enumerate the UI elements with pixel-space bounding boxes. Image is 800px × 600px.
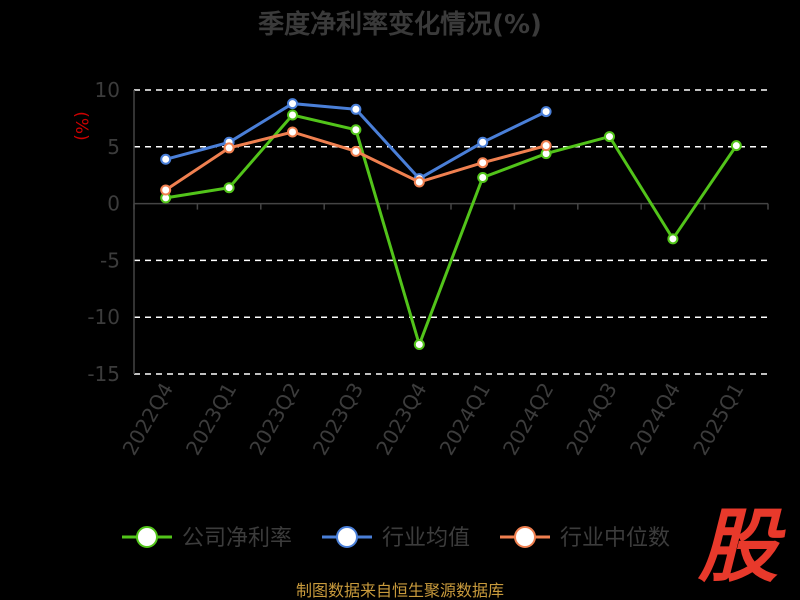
series-2 (160, 126, 552, 196)
legend-item-2[interactable]: 行业中位数 (500, 526, 670, 551)
data-point[interactable] (160, 153, 172, 165)
data-point[interactable] (350, 103, 362, 115)
brand-logo: 股 (697, 500, 786, 593)
data-point[interactable] (477, 171, 489, 183)
data-point[interactable] (350, 124, 362, 136)
x-tick-label: 2023Q2 (244, 379, 304, 460)
data-point[interactable] (667, 233, 679, 245)
x-tick-label: 2023Q4 (371, 379, 431, 460)
y-tick-label: -10 (87, 305, 120, 329)
series-0 (160, 109, 742, 350)
series-line (165, 113, 738, 350)
data-point[interactable] (350, 145, 362, 157)
y-tick-labels: 10 5 0 -5 -10 -15 (87, 78, 120, 386)
y-tick-label: -5 (100, 248, 120, 272)
series-line (165, 102, 547, 181)
legend-marker (136, 526, 158, 548)
y-tick-label: 0 (107, 192, 120, 216)
x-tick-label: 2022Q4 (118, 379, 178, 460)
x-tick-label: 2024Q3 (561, 379, 621, 460)
x-tick-labels: 2022Q4 2023Q1 2023Q2 2023Q3 2023Q4 2024Q1 2024… (118, 379, 749, 460)
legend-label: 公司净利率 (182, 526, 292, 551)
legend: 公司净利率 行业均值 行业中位数 (122, 526, 670, 551)
data-point[interactable] (477, 157, 489, 169)
y-tick-label: -15 (87, 362, 120, 386)
source-note: 制图数据来自恒生聚源数据库 (296, 581, 504, 600)
data-point[interactable] (287, 109, 298, 121)
chart-title: 季度净利率变化情况(%) (258, 9, 542, 40)
data-point[interactable] (413, 176, 425, 188)
legend-label: 行业均值 (382, 526, 470, 551)
x-tick-label: 2024Q2 (498, 379, 558, 460)
legend-marker (336, 526, 358, 548)
data-point[interactable] (413, 338, 425, 350)
data-point[interactable] (287, 126, 298, 138)
data-point[interactable] (287, 98, 298, 110)
legend-item-0[interactable]: 公司净利率 (122, 526, 292, 551)
data-point[interactable] (604, 131, 615, 143)
legend-marker (514, 526, 536, 548)
x-tick-label: 2024Q1 (435, 379, 495, 460)
y-tick-label: 10 (95, 78, 120, 102)
x-tick-label: 2025Q1 (688, 379, 748, 460)
series-1 (160, 98, 552, 185)
x-tick-label: 2023Q1 (181, 379, 241, 460)
x-tick-label: 2023Q3 (308, 379, 368, 460)
data-point[interactable] (223, 182, 235, 194)
grid-lines (134, 89, 768, 375)
data-point[interactable] (540, 140, 552, 152)
axes (133, 90, 769, 374)
series-group (160, 98, 742, 350)
x-tick-label: 2024Q4 (625, 379, 685, 460)
data-point[interactable] (477, 136, 489, 148)
data-point[interactable] (540, 106, 552, 118)
legend-label: 行业中位数 (560, 526, 670, 551)
legend-item-1[interactable]: 行业均值 (322, 526, 470, 551)
y-axis-label: (%) (71, 111, 91, 140)
data-point[interactable] (730, 140, 742, 152)
y-tick-label: 5 (107, 135, 120, 159)
data-point[interactable] (160, 184, 172, 196)
data-point[interactable] (223, 142, 235, 154)
